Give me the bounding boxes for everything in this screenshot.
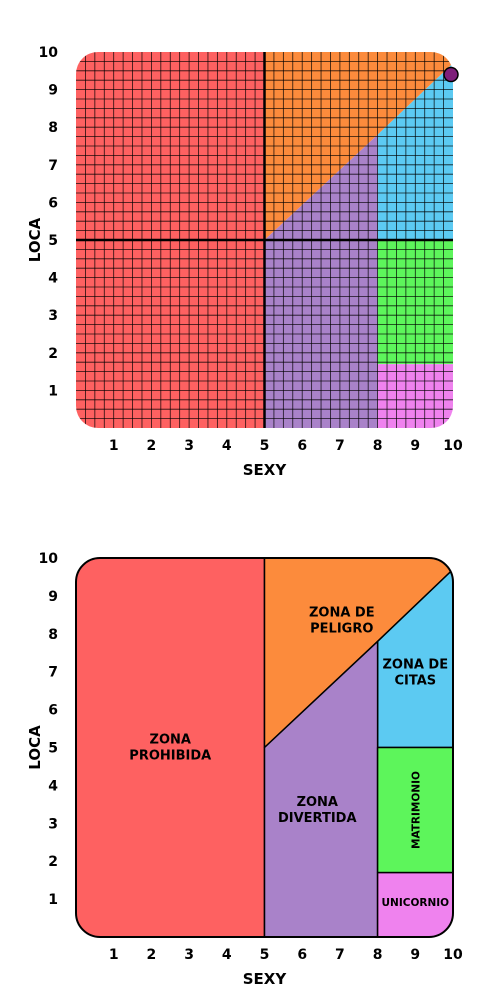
top-y-tick-label: 9 bbox=[48, 83, 58, 99]
top-y-tick-label: 2 bbox=[48, 346, 58, 362]
bottom-y-tick-label: 9 bbox=[48, 589, 58, 605]
bottom-y-tick-label: 5 bbox=[48, 741, 58, 757]
bottom-unicornio-label-line: UNICORNIO bbox=[382, 897, 450, 909]
bottom-y-tick-label: 3 bbox=[48, 816, 58, 832]
bottom-zona-de-citas-label-line: ZONA DE bbox=[382, 657, 448, 672]
bottom-x-tick-label: 9 bbox=[410, 947, 420, 963]
top-x-tick-label: 10 bbox=[443, 438, 463, 454]
bottom-zona-prohibida-label: ZONA PROHIBIDA bbox=[129, 733, 211, 764]
top-x-tick-label: 3 bbox=[184, 438, 194, 454]
bottom-y-tick-label: 4 bbox=[48, 778, 58, 794]
bottom-y-tick-label: 10 bbox=[39, 551, 59, 567]
bottom-unicornio-label: UNICORNIO bbox=[382, 897, 450, 909]
top-y-tick-label: 4 bbox=[48, 271, 58, 287]
bottom-zona-divertida-region bbox=[263, 640, 379, 937]
bottom-x-tick-label: 7 bbox=[335, 947, 345, 963]
bottom-x-tick-label: 2 bbox=[147, 947, 157, 963]
bottom-plot-area bbox=[76, 558, 453, 937]
bottom-zona-de-peligro-label-line: ZONA DE bbox=[309, 606, 375, 621]
bottom-x-tick-label: 1 bbox=[109, 947, 119, 963]
bottom-x-tick-label: 10 bbox=[443, 947, 463, 963]
bottom-zona-de-peligro-label-line: PELIGRO bbox=[310, 622, 373, 637]
bottom-x-tick-label: 3 bbox=[184, 947, 194, 963]
bottom-zona-prohibida-label-line: ZONA bbox=[150, 733, 191, 748]
bottom-x-tick-label: 5 bbox=[260, 947, 270, 963]
top-x-tick-label: 9 bbox=[410, 438, 420, 454]
bottom-zona-prohibida-label-line: PROHIBIDA bbox=[129, 749, 211, 764]
bottom-unicornio-region bbox=[376, 871, 453, 937]
bottom-y-tick-label: 7 bbox=[48, 665, 58, 681]
bottom-zona-divertida-label-line: DIVERTIDA bbox=[278, 811, 357, 826]
bottom-x-tick-label: 8 bbox=[373, 947, 383, 963]
top-chart: 1 2 3 4 5 6 7 8 9 10 1 2 3 4 5 6 7 8 9 10 SEXY LOCA bbox=[26, 45, 463, 479]
bottom-x-tick-label: 6 bbox=[297, 947, 307, 963]
top-x-tick-label: 4 bbox=[222, 438, 232, 454]
bottom-zona-de-citas-label-line: CITAS bbox=[394, 673, 436, 688]
bottom-zona-divertida-label-line: ZONA bbox=[297, 795, 338, 810]
top-data-point bbox=[443, 66, 459, 83]
top-x-tick-label: 1 bbox=[109, 438, 119, 454]
top-x-tick-label: 2 bbox=[147, 438, 157, 454]
top-y-tick-label: 6 bbox=[48, 195, 58, 211]
top-plot-area bbox=[76, 52, 453, 428]
bottom-y-axis-label: LOCA bbox=[26, 725, 44, 770]
top-x-tick-label: 5 bbox=[260, 438, 270, 454]
top-y-tick-label: 3 bbox=[48, 308, 58, 324]
top-y-tick-label: 5 bbox=[48, 233, 58, 249]
bottom-zona-de-citas-label: ZONA DE CITAS bbox=[382, 657, 448, 688]
bottom-zona-divertida-label: ZONA DIVERTIDA bbox=[278, 795, 357, 826]
bottom-x-axis-label: SEXY bbox=[243, 970, 288, 988]
bottom-plot-border bbox=[75, 557, 454, 938]
bottom-y-tick-label: 8 bbox=[48, 627, 58, 643]
top-y-tick-label: 10 bbox=[39, 45, 59, 61]
bottom-zona-de-peligro-label: ZONA DE PELIGRO bbox=[309, 606, 375, 637]
bottom-zona-prohibida-region bbox=[76, 558, 266, 937]
bottom-y-tick-label: 1 bbox=[48, 892, 58, 908]
top-x-axis-label: SEXY bbox=[243, 461, 288, 479]
top-y-axis-label: LOCA bbox=[26, 217, 44, 262]
top-x-tick-label: 6 bbox=[297, 438, 307, 454]
bottom-matrimonio-label: MATRIMONIO bbox=[410, 771, 422, 849]
top-x-tick-label: 8 bbox=[373, 438, 383, 454]
top-y-tick-label: 1 bbox=[48, 383, 58, 399]
top-x-tick-label: 7 bbox=[335, 438, 345, 454]
bottom-y-tick-label: 2 bbox=[48, 854, 58, 870]
bottom-y-tick-label: 6 bbox=[48, 703, 58, 719]
top-y-tick-label: 8 bbox=[48, 120, 58, 136]
top-y-tick-label: 7 bbox=[48, 158, 58, 174]
bottom-x-tick-label: 4 bbox=[222, 947, 232, 963]
